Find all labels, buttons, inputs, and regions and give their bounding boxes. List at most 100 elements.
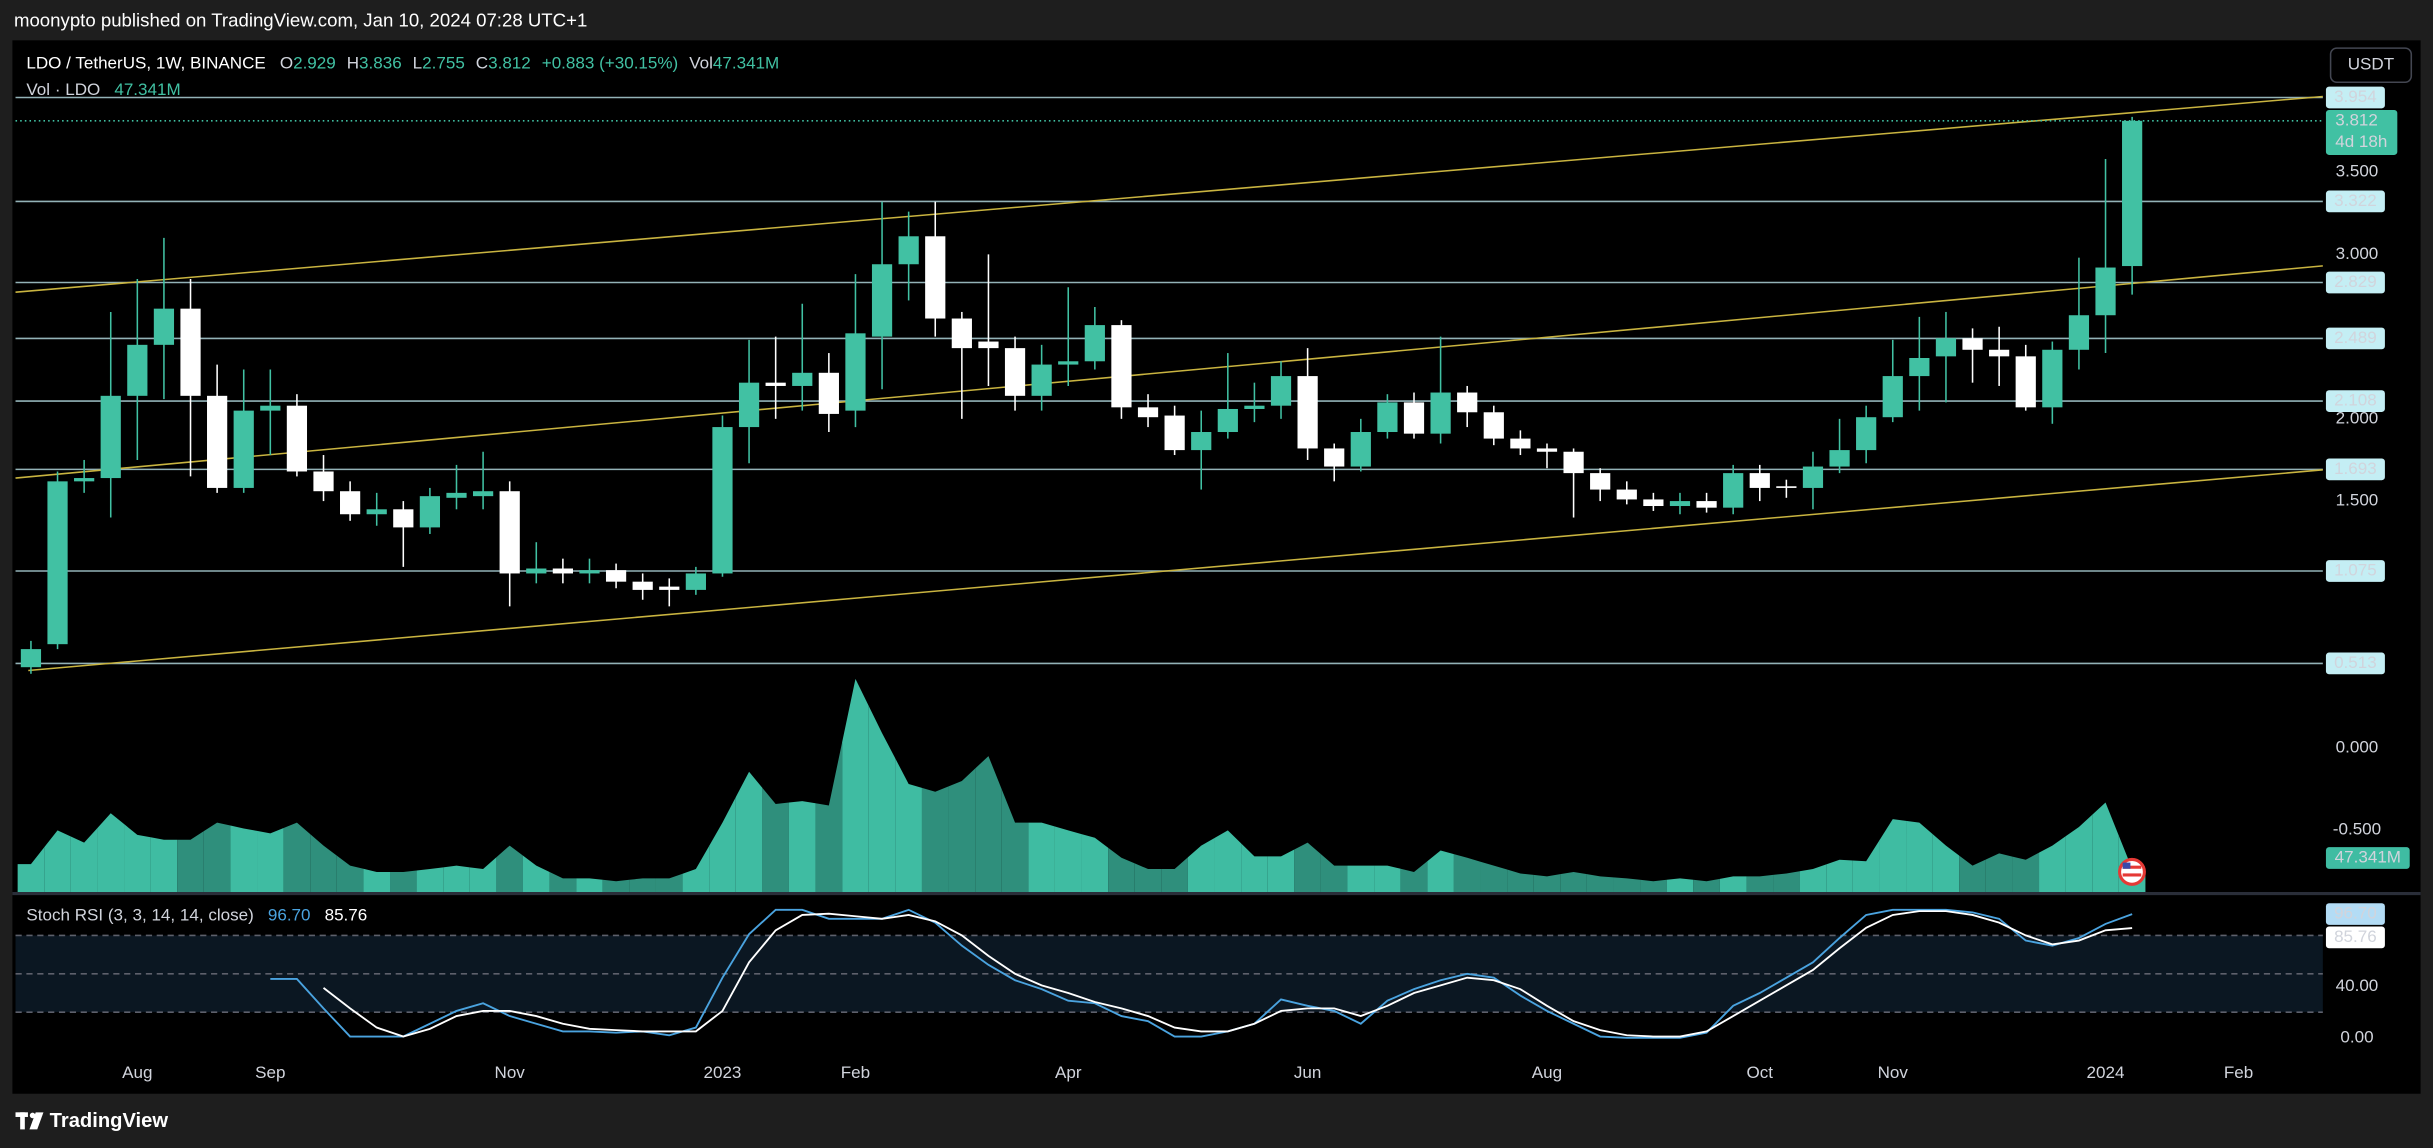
volume-segment bbox=[1693, 878, 1720, 893]
y-tick-label: 3.000 bbox=[2336, 244, 2379, 263]
candle-body bbox=[738, 382, 760, 428]
stoch-tag-text: 85.76 bbox=[2334, 927, 2377, 946]
candle-body bbox=[1377, 402, 1398, 433]
level-tag-text: 0.513 bbox=[2334, 653, 2377, 672]
candle-body bbox=[180, 308, 201, 396]
candle-body bbox=[1004, 348, 1026, 396]
volume-segment bbox=[921, 786, 949, 893]
currency-button[interactable] bbox=[2329, 47, 2413, 83]
candle-body bbox=[286, 405, 308, 472]
candle-body bbox=[1962, 338, 1983, 350]
candle-body bbox=[552, 568, 573, 574]
candle-body bbox=[1909, 357, 1930, 377]
volume-segment bbox=[1267, 849, 1295, 893]
volume-segment bbox=[1826, 859, 1853, 893]
candle-body bbox=[446, 492, 467, 498]
candle-body bbox=[579, 570, 600, 574]
candle-body bbox=[845, 333, 866, 411]
volume-segment bbox=[1666, 878, 1694, 893]
volume-segment bbox=[1187, 837, 1215, 893]
ohlc-key: O bbox=[280, 53, 293, 72]
volume-segment bbox=[655, 873, 683, 893]
candle-body bbox=[1510, 438, 1531, 449]
candle-body bbox=[2015, 356, 2036, 408]
volume-segment bbox=[150, 837, 178, 893]
y-tick-label: 1.500 bbox=[2336, 491, 2379, 510]
volume-segment bbox=[283, 822, 311, 893]
volume-segment bbox=[1161, 857, 1188, 893]
volume-tag-text: 47.341M bbox=[2335, 848, 2401, 867]
ohlc-key: C bbox=[476, 53, 488, 72]
logo-part bbox=[29, 1112, 36, 1119]
volume-segment bbox=[2039, 836, 2066, 893]
candle-body bbox=[1031, 364, 1052, 396]
candle-body bbox=[340, 491, 361, 515]
footer-brand: TradingView bbox=[50, 1110, 169, 1132]
candle-body bbox=[393, 509, 414, 528]
volume-segment bbox=[1906, 820, 1933, 893]
volume-segment bbox=[363, 868, 391, 893]
stoch-legend: Stoch RSI (3, 3, 14, 14, close) 96.70 85… bbox=[26, 905, 367, 924]
y-tick-label: 0.000 bbox=[2336, 737, 2379, 756]
candle-body bbox=[127, 344, 148, 396]
y-tick-label: 40.00 bbox=[2336, 976, 2379, 995]
volume-segment bbox=[948, 768, 976, 893]
stoch-tag-box bbox=[2325, 903, 2385, 925]
volume-segment bbox=[310, 834, 337, 893]
candle-body bbox=[1164, 415, 1185, 451]
currency-label[interactable]: USDT bbox=[2348, 55, 2395, 74]
volume-segment bbox=[70, 827, 98, 893]
volume-segment bbox=[1028, 822, 1055, 893]
volume-segment bbox=[709, 797, 736, 893]
candle-body bbox=[1643, 499, 1664, 507]
candle-body bbox=[526, 568, 547, 574]
candle-body bbox=[47, 481, 68, 645]
x-tick-label: Oct bbox=[1747, 1063, 1774, 1082]
x-tick-label: Feb bbox=[841, 1063, 870, 1082]
volume-segment bbox=[1613, 877, 1641, 893]
volume-segment bbox=[1320, 854, 1348, 893]
level-tag-box bbox=[2325, 652, 2385, 675]
publish-header: moonypto published on TradingView.com, J… bbox=[14, 10, 587, 31]
stoch-line bbox=[322, 910, 2133, 1038]
footer-logo bbox=[15, 1112, 44, 1130]
volume-segment bbox=[257, 827, 284, 893]
volume-segment bbox=[336, 855, 364, 893]
candle-body bbox=[632, 581, 653, 590]
volume-segment bbox=[1001, 789, 1029, 893]
volume-segment bbox=[443, 865, 470, 893]
volume-segment bbox=[1241, 843, 1268, 893]
candle-body bbox=[2042, 349, 2063, 408]
candle-body bbox=[1297, 376, 1318, 449]
candle-body bbox=[1696, 501, 1717, 508]
candle-body bbox=[1350, 432, 1371, 467]
candle-body bbox=[1457, 392, 1478, 413]
candle-body bbox=[2095, 267, 2116, 316]
candle-body bbox=[1590, 473, 1611, 490]
volume-value: 47.341M bbox=[114, 79, 180, 98]
candle-body bbox=[74, 478, 95, 482]
volume-segment bbox=[1214, 830, 1242, 893]
flag-icon bbox=[2118, 857, 2146, 886]
volume-legend: Vol · LDO 47.341M bbox=[26, 79, 180, 98]
volume-segment bbox=[416, 867, 444, 893]
volume-segment bbox=[496, 845, 523, 893]
candle-body bbox=[871, 264, 893, 337]
candle-body bbox=[951, 318, 972, 349]
price-tag-text: 3.812 bbox=[2335, 110, 2378, 129]
level-tag-text: 3.954 bbox=[2334, 87, 2377, 106]
level-tag-text: 2.489 bbox=[2334, 328, 2377, 347]
candle-body bbox=[2122, 120, 2143, 267]
volume-segment bbox=[895, 758, 922, 893]
candle-body bbox=[978, 341, 999, 349]
volume-segment bbox=[1533, 874, 1561, 893]
level-tag-box bbox=[2325, 327, 2385, 350]
x-tick-label: Aug bbox=[1532, 1063, 1562, 1082]
level-tag-text: 2.108 bbox=[2334, 391, 2377, 410]
y-tick-label: 3.500 bbox=[2336, 162, 2379, 181]
y-tick-label: 2.000 bbox=[2336, 408, 2379, 427]
ohlc-value: 3.836 bbox=[359, 53, 402, 72]
volume-segment bbox=[629, 878, 656, 893]
x-tick-label: Sep bbox=[255, 1063, 285, 1082]
